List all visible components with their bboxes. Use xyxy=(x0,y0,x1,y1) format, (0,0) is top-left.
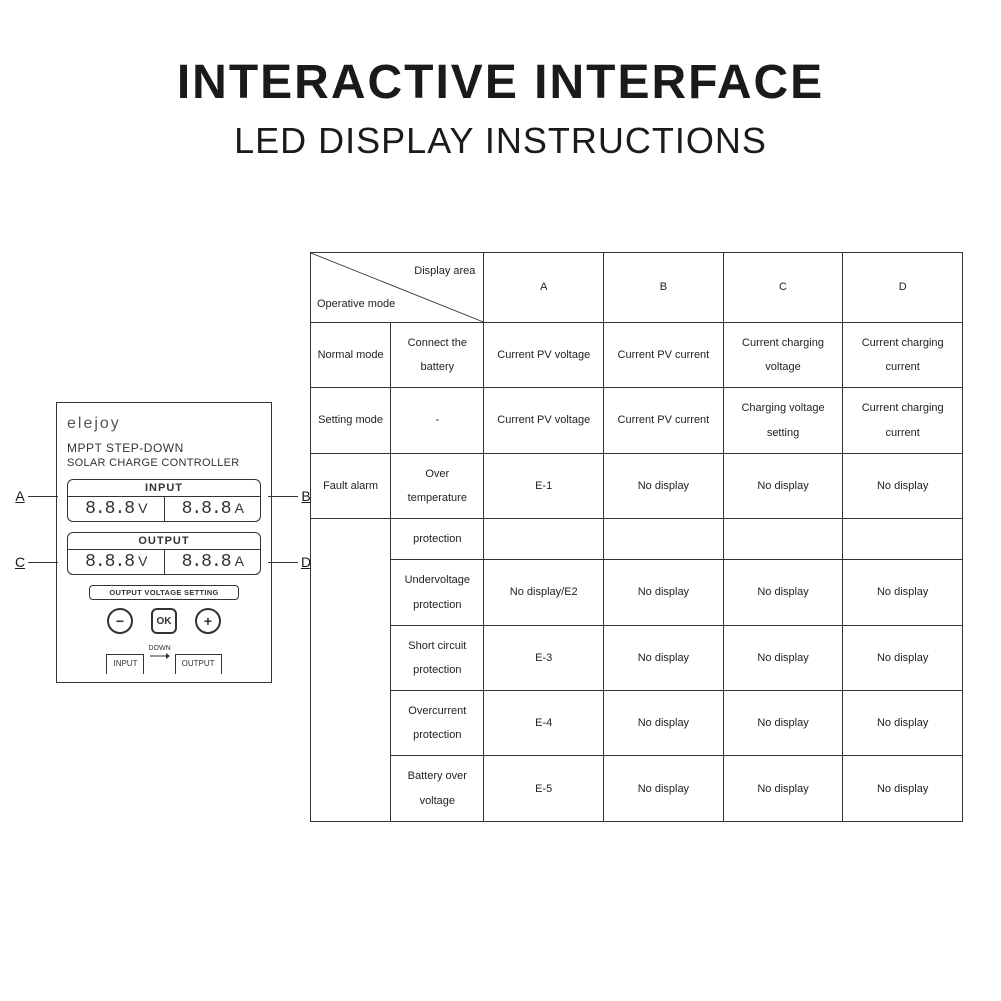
device-line1: MPPT STEP-DOWN xyxy=(67,441,261,455)
col-b-header: B xyxy=(604,253,724,323)
display-area-label: Display area xyxy=(414,259,475,283)
ptr-d-label: D xyxy=(298,554,314,570)
table-row: Normal mode Connect the battery Current … xyxy=(311,323,963,388)
table-row: Overcurrent protection E-4 No display No… xyxy=(311,691,963,756)
input-block: INPUT 8.8.8V 8.8.8A xyxy=(67,479,261,522)
device-diagram: A B C D elejoy MPPT STEP-DOWN SOLAR CHAR… xyxy=(10,252,310,683)
page-title: INTERACTIVE INTERFACE xyxy=(0,55,1001,110)
port-output: OUTPUT xyxy=(175,654,222,674)
col-c-header: C xyxy=(723,253,843,323)
col-d-header: D xyxy=(843,253,963,323)
table-row: protection xyxy=(311,519,963,560)
table-row: Fault alarm Over temperature E-1 No disp… xyxy=(311,453,963,518)
input-header: INPUT xyxy=(68,480,260,497)
input-amp-display: 8.8.8A xyxy=(164,497,261,521)
brand-label: elejoy xyxy=(67,415,261,433)
minus-button[interactable]: − xyxy=(107,608,133,634)
table-row: Battery over voltage E-5 No display No d… xyxy=(311,756,963,821)
page-subtitle: LED DISPLAY INSTRUCTIONS xyxy=(0,120,1001,162)
col-a-header: A xyxy=(484,253,604,323)
table-row: Short circuit protection E-3 No display … xyxy=(311,625,963,690)
ovs-label: OUTPUT VOLTAGE SETTING xyxy=(89,585,239,600)
ok-button[interactable]: OK xyxy=(151,608,177,634)
output-volt-display: 8.8.8V xyxy=(68,550,164,574)
ptr-c-label: C xyxy=(12,554,28,570)
diag-header-cell: Display area Operative mode xyxy=(311,253,484,323)
ptr-a-label: A xyxy=(12,488,28,504)
port-input: INPUT xyxy=(106,654,144,674)
device-line2: SOLAR CHARGE CONTROLLER xyxy=(67,457,261,469)
operative-mode-label: Operative mode xyxy=(317,292,395,316)
output-header: OUTPUT xyxy=(68,533,260,550)
output-block: OUTPUT 8.8.8V 8.8.8A xyxy=(67,532,261,575)
input-volt-display: 8.8.8V xyxy=(68,497,164,521)
output-amp-display: 8.8.8A xyxy=(164,550,261,574)
table-row: Setting mode - Current PV voltage Curren… xyxy=(311,388,963,453)
ptr-b-label: B xyxy=(298,488,314,504)
plus-button[interactable]: + xyxy=(195,608,221,634)
table-row: Undervoltage protection No display/E2 No… xyxy=(311,560,963,625)
down-arrow-icon: DOWN xyxy=(144,645,174,668)
led-table: Display area Operative mode A B C D Norm… xyxy=(310,252,963,822)
